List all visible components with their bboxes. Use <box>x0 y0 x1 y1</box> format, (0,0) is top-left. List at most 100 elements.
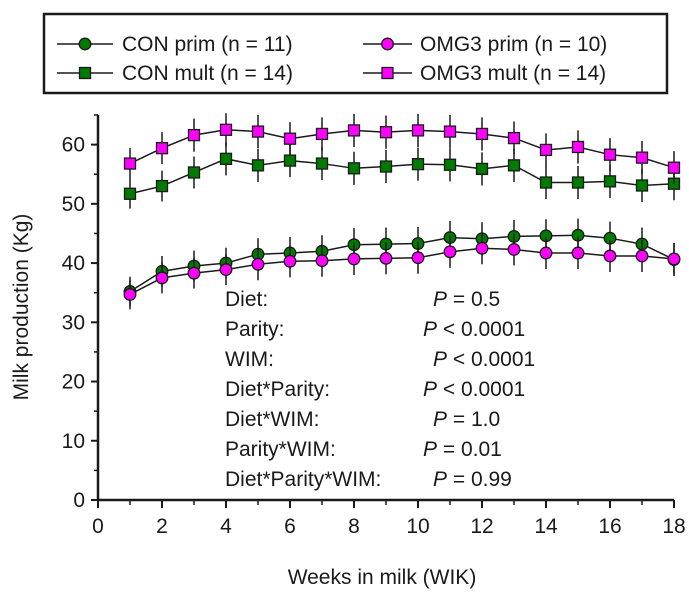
legend-item: CON prim (n = 11) <box>57 33 293 56</box>
data-point <box>667 252 681 266</box>
series-0 <box>123 218 681 307</box>
series-layer <box>123 113 681 310</box>
stats-annotations: Diet: P = 0.5 Parity: P < 0.0001 WIM: P < 0.0… <box>225 288 535 491</box>
data-point <box>635 179 649 192</box>
data-point <box>443 125 457 138</box>
data-point <box>347 124 361 137</box>
stat-label: Diet: <box>225 288 268 311</box>
stat-p-symbol: P <box>423 438 437 461</box>
data-point <box>315 157 329 170</box>
x-tick-label: 16 <box>598 515 621 538</box>
series-line <box>129 129 675 169</box>
stat-label: Diet*Parity*WIM: <box>225 468 381 491</box>
data-point <box>539 246 553 260</box>
x-tick-label: 10 <box>406 515 429 538</box>
data-point <box>507 243 521 256</box>
series-1 <box>123 142 681 209</box>
data-point <box>443 245 457 259</box>
data-point <box>219 123 233 136</box>
axes: 0 10 20 30 40 50 60 0 2 4 6 8 10 12 14 16 18 <box>62 114 686 538</box>
stat-label: Diet*WIM: <box>225 408 320 431</box>
data-point <box>283 132 297 145</box>
y-tick-label: 0 <box>73 489 85 512</box>
data-point <box>379 160 393 173</box>
legend-item: OMG3 prim (n = 10) <box>363 33 607 56</box>
stat-p-value: < 0.0001 <box>437 378 525 401</box>
data-point <box>475 162 489 176</box>
x-tick-label: 2 <box>156 515 168 538</box>
x-tick-label: 18 <box>662 515 685 538</box>
x-tick-label: 6 <box>284 515 296 538</box>
stat-value: P = 0.99 <box>433 468 512 491</box>
stat-value: P = 1.0 <box>433 408 500 431</box>
data-point <box>315 127 329 141</box>
data-point <box>379 126 393 139</box>
series-line <box>129 247 675 296</box>
legend-marker <box>381 66 394 80</box>
stat-p-symbol: P <box>423 318 437 341</box>
legend-marker <box>78 66 92 80</box>
stat-p-value: = 0.5 <box>447 288 500 311</box>
stat-value: P < 0.0001 <box>423 318 525 341</box>
data-point <box>571 176 585 189</box>
y-tick-label: 40 <box>62 252 85 275</box>
data-point <box>379 251 393 265</box>
y-tick-label: 20 <box>62 371 85 394</box>
data-point <box>187 266 201 280</box>
stat-value: P < 0.0001 <box>423 378 525 401</box>
data-point <box>571 246 585 260</box>
y-tick-label: 60 <box>62 134 85 157</box>
data-point <box>219 152 233 165</box>
x-axis-title: Weeks in milk (WIK) <box>288 566 477 589</box>
data-point <box>251 257 265 271</box>
data-point <box>539 143 553 157</box>
data-point <box>507 159 521 172</box>
data-point <box>603 175 617 188</box>
legend-label: CON mult (n = 14) <box>122 62 293 85</box>
stat-p-value: = 1.0 <box>447 408 500 431</box>
stat-value: P = 0.5 <box>433 288 500 311</box>
data-point <box>283 254 297 268</box>
data-point <box>443 158 457 171</box>
legend-frame <box>42 12 669 95</box>
stat-p-symbol: P <box>433 408 447 431</box>
data-point <box>667 161 681 174</box>
stat-row: Diet*Parity*WIM: P = 0.99 <box>225 468 512 491</box>
y-axis-title: Milk production (Kg) <box>10 214 33 401</box>
stat-p-symbol: P <box>433 348 447 371</box>
series-2 <box>123 232 681 310</box>
x-tick-label: 8 <box>348 515 360 538</box>
legend-marker <box>381 37 394 51</box>
stat-p-symbol: P <box>423 378 437 401</box>
stat-label: WIM: <box>225 348 274 371</box>
x-tick-label: 14 <box>534 515 558 538</box>
stat-p-value: = 0.01 <box>437 438 502 461</box>
data-point <box>603 148 617 161</box>
data-point <box>539 176 553 189</box>
series-line <box>129 234 675 293</box>
data-point <box>475 127 489 141</box>
stat-p-value: < 0.0001 <box>437 318 525 341</box>
data-point <box>123 187 137 200</box>
stat-row: WIM: P < 0.0001 <box>225 348 535 371</box>
series-line <box>129 158 675 195</box>
data-point <box>155 179 169 193</box>
legend-label: OMG3 prim (n = 10) <box>420 33 607 56</box>
stat-row: Diet*WIM: P = 1.0 <box>225 408 500 431</box>
stat-row: Diet: P = 0.5 <box>225 288 500 311</box>
data-point <box>187 128 201 142</box>
data-point <box>507 131 521 145</box>
data-point <box>475 241 489 255</box>
data-point <box>571 140 585 154</box>
data-point <box>603 249 617 263</box>
legend-label: OMG3 mult (n = 14) <box>420 62 606 85</box>
data-point <box>411 124 425 137</box>
data-point <box>315 254 329 268</box>
stat-label: Diet*Parity: <box>225 378 330 401</box>
data-point <box>347 162 361 175</box>
series-3 <box>123 113 681 185</box>
legend-item: CON mult (n = 14) <box>57 62 293 85</box>
stat-row: Parity: P < 0.0001 <box>225 318 525 341</box>
stat-value: P = 0.01 <box>423 438 502 461</box>
